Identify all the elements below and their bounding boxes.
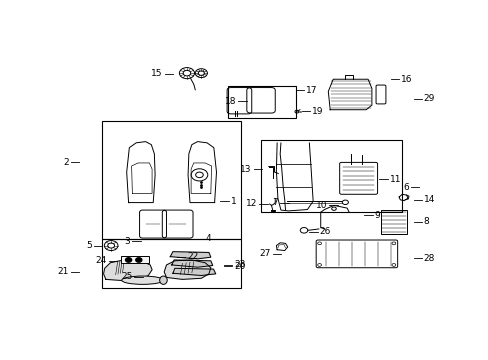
Circle shape (136, 258, 142, 262)
Circle shape (125, 258, 131, 262)
Text: 17: 17 (305, 86, 317, 95)
Polygon shape (170, 252, 210, 259)
Text: 25: 25 (121, 272, 132, 281)
Ellipse shape (159, 276, 167, 284)
Text: 9: 9 (374, 211, 380, 220)
Text: 14: 14 (423, 195, 434, 204)
Ellipse shape (122, 276, 163, 284)
Text: 1: 1 (230, 197, 236, 206)
Text: 29: 29 (423, 94, 434, 103)
Text: 26: 26 (319, 227, 330, 236)
Text: 8: 8 (423, 217, 428, 226)
Polygon shape (173, 268, 215, 275)
Text: 18: 18 (224, 97, 236, 106)
Text: 15: 15 (151, 69, 163, 78)
Bar (121, 256, 149, 263)
Text: 27: 27 (259, 249, 270, 258)
Text: 13: 13 (240, 165, 251, 174)
Text: 21: 21 (58, 267, 69, 276)
Text: 23: 23 (234, 261, 245, 269)
Polygon shape (171, 260, 212, 267)
Text: 10: 10 (315, 201, 327, 210)
Text: 4: 4 (205, 234, 211, 243)
Text: 11: 11 (389, 175, 400, 184)
Text: 16: 16 (400, 75, 412, 84)
Text: 12: 12 (245, 199, 257, 208)
Polygon shape (164, 260, 210, 279)
Text: 19: 19 (311, 107, 323, 116)
Text: 20: 20 (234, 262, 245, 271)
Text: 28: 28 (423, 253, 434, 262)
Bar (102, 121, 241, 239)
Bar (261, 140, 401, 212)
Text: 7: 7 (272, 198, 278, 207)
Bar (227, 86, 296, 118)
Polygon shape (103, 260, 152, 281)
Text: 22: 22 (186, 252, 198, 261)
Text: 24: 24 (96, 256, 107, 265)
Bar (102, 239, 241, 288)
Text: 5: 5 (86, 241, 92, 250)
Text: 2: 2 (63, 158, 69, 167)
Text: 3: 3 (124, 237, 130, 246)
Text: 6: 6 (403, 183, 408, 192)
